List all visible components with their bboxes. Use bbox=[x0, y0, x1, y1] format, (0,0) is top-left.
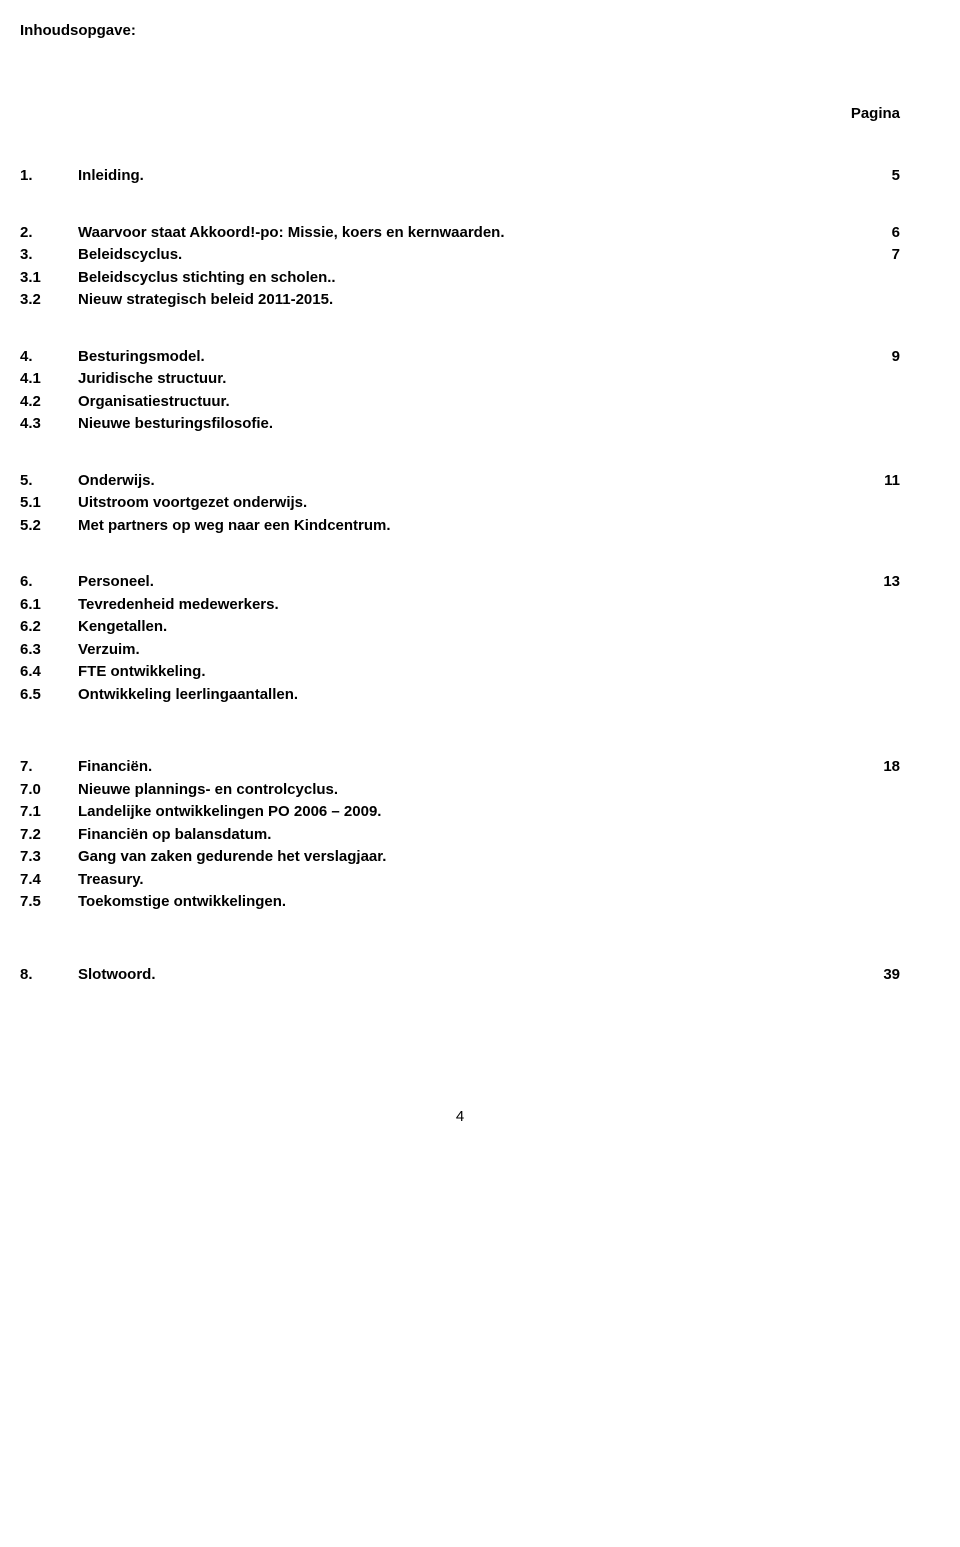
sub-number: 6.3 bbox=[20, 639, 78, 662]
sub-number: 3.1 bbox=[20, 267, 78, 290]
sub-number: 6.4 bbox=[20, 661, 78, 684]
toc-block: 2. Waarvoor staat Akkoord!-po: Missie, k… bbox=[20, 222, 900, 312]
section-number: 3. bbox=[20, 244, 78, 267]
sub-title: Financiën op balansdatum. bbox=[78, 824, 271, 847]
section-title: Besturingsmodel. bbox=[78, 346, 205, 369]
section-number: 1. bbox=[20, 165, 78, 188]
toc-sub-row: 7.1 Landelijke ontwikkelingen PO 2006 – … bbox=[20, 801, 900, 824]
sub-number: 7.2 bbox=[20, 824, 78, 847]
toc-sub-row: 4.1 Juridische structuur. bbox=[20, 368, 900, 391]
sub-number: 7.4 bbox=[20, 869, 78, 892]
toc-section-row: 2. Waarvoor staat Akkoord!-po: Missie, k… bbox=[20, 222, 900, 245]
toc-sub-row: 7.4 Treasury. bbox=[20, 869, 900, 892]
sub-number: 7.1 bbox=[20, 801, 78, 824]
section-page: 7 bbox=[892, 244, 900, 267]
toc-sub-row: 6.3 Verzuim. bbox=[20, 639, 900, 662]
sub-title: Treasury. bbox=[78, 869, 144, 892]
section-number: 4. bbox=[20, 346, 78, 369]
toc-sub-row: 4.2 Organisatiestructuur. bbox=[20, 391, 900, 414]
section-page: 5 bbox=[892, 165, 900, 188]
sub-title: Uitstroom voortgezet onderwijs. bbox=[78, 492, 307, 515]
sub-number: 5.2 bbox=[20, 515, 78, 538]
toc-sub-row: 6.1 Tevredenheid medewerkers. bbox=[20, 594, 900, 617]
toc-block: 1. Inleiding. 5 bbox=[20, 165, 900, 188]
section-title: Inleiding. bbox=[78, 165, 144, 188]
toc-block: 7. Financiën. 18 7.0 Nieuwe plannings- e… bbox=[20, 756, 900, 914]
toc-section-row: 6. Personeel. 13 bbox=[20, 571, 900, 594]
sub-number: 4.3 bbox=[20, 413, 78, 436]
section-page: 18 bbox=[883, 756, 900, 779]
section-title: Slotwoord. bbox=[78, 964, 156, 987]
sub-title: Nieuw strategisch beleid 2011-2015. bbox=[78, 289, 333, 312]
toc-block: 6. Personeel. 13 6.1 Tevredenheid medewe… bbox=[20, 571, 900, 706]
toc-sub-row: 6.4 FTE ontwikkeling. bbox=[20, 661, 900, 684]
sub-number: 7.5 bbox=[20, 891, 78, 914]
sub-number: 6.5 bbox=[20, 684, 78, 707]
sub-title: Gang van zaken gedurende het verslagjaar… bbox=[78, 846, 386, 869]
sub-number: 3.2 bbox=[20, 289, 78, 312]
section-number: 2. bbox=[20, 222, 78, 245]
toc-sub-row: 3.1 Beleidscyclus stichting en scholen.. bbox=[20, 267, 900, 290]
toc-section-row: 4. Besturingsmodel. 9 bbox=[20, 346, 900, 369]
page-number-footer: 4 bbox=[20, 1106, 900, 1129]
sub-title: Beleidscyclus stichting en scholen.. bbox=[78, 267, 336, 290]
toc-block: 4. Besturingsmodel. 9 4.1 Juridische str… bbox=[20, 346, 900, 436]
toc-sub-row: 7.0 Nieuwe plannings- en controlcyclus. bbox=[20, 779, 900, 802]
sub-title: Ontwikkeling leerlingaantallen. bbox=[78, 684, 298, 707]
section-title: Financiën. bbox=[78, 756, 152, 779]
sub-title: FTE ontwikkeling. bbox=[78, 661, 206, 684]
toc-sub-row: 5.1 Uitstroom voortgezet onderwijs. bbox=[20, 492, 900, 515]
sub-number: 4.1 bbox=[20, 368, 78, 391]
sub-number: 4.2 bbox=[20, 391, 78, 414]
sub-number: 7.0 bbox=[20, 779, 78, 802]
sub-title: Toekomstige ontwikkelingen. bbox=[78, 891, 286, 914]
section-title: Personeel. bbox=[78, 571, 154, 594]
toc-sub-row: 7.3 Gang van zaken gedurende het verslag… bbox=[20, 846, 900, 869]
toc-sub-row: 6.5 Ontwikkeling leerlingaantallen. bbox=[20, 684, 900, 707]
toc-sub-row: 4.3 Nieuwe besturingsfilosofie. bbox=[20, 413, 900, 436]
toc-sub-row: 7.5 Toekomstige ontwikkelingen. bbox=[20, 891, 900, 914]
section-page: 9 bbox=[892, 346, 900, 369]
toc-sub-row: 7.2 Financiën op balansdatum. bbox=[20, 824, 900, 847]
sub-title: Juridische structuur. bbox=[78, 368, 226, 391]
toc-section-row: 8. Slotwoord. 39 bbox=[20, 964, 900, 987]
sub-title: Nieuwe plannings- en controlcyclus. bbox=[78, 779, 338, 802]
toc-section-row: 7. Financiën. 18 bbox=[20, 756, 900, 779]
sub-title: Organisatiestructuur. bbox=[78, 391, 230, 414]
toc-block: 5. Onderwijs. 11 5.1 Uitstroom voortgeze… bbox=[20, 470, 900, 538]
toc-section-row: 3. Beleidscyclus. 7 bbox=[20, 244, 900, 267]
sub-number: 7.3 bbox=[20, 846, 78, 869]
section-number: 8. bbox=[20, 964, 78, 987]
sub-number: 5.1 bbox=[20, 492, 78, 515]
toc-block: 8. Slotwoord. 39 bbox=[20, 964, 900, 987]
sub-title: Nieuwe besturingsfilosofie. bbox=[78, 413, 273, 436]
section-page: 13 bbox=[883, 571, 900, 594]
sub-title: Met partners op weg naar een Kindcentrum… bbox=[78, 515, 391, 538]
section-title: Beleidscyclus. bbox=[78, 244, 182, 267]
toc-header: Inhoudsopgave: bbox=[20, 20, 900, 43]
section-number: 6. bbox=[20, 571, 78, 594]
sub-title: Verzuim. bbox=[78, 639, 140, 662]
toc-sub-row: 6.2 Kengetallen. bbox=[20, 616, 900, 639]
toc-section-row: 1. Inleiding. 5 bbox=[20, 165, 900, 188]
sub-title: Landelijke ontwikkelingen PO 2006 – 2009… bbox=[78, 801, 381, 824]
toc-section-row: 5. Onderwijs. 11 bbox=[20, 470, 900, 493]
sub-number: 6.1 bbox=[20, 594, 78, 617]
toc-sub-row: 5.2 Met partners op weg naar een Kindcen… bbox=[20, 515, 900, 538]
section-number: 5. bbox=[20, 470, 78, 493]
section-number: 7. bbox=[20, 756, 78, 779]
section-page: 39 bbox=[883, 964, 900, 987]
sub-number: 6.2 bbox=[20, 616, 78, 639]
sub-title: Kengetallen. bbox=[78, 616, 167, 639]
section-title: Waarvoor staat Akkoord!-po: Missie, koer… bbox=[78, 222, 505, 245]
section-page: 6 bbox=[892, 222, 900, 245]
toc-sub-row: 3.2 Nieuw strategisch beleid 2011-2015. bbox=[20, 289, 900, 312]
page-column-label: Pagina bbox=[20, 103, 900, 126]
sub-title: Tevredenheid medewerkers. bbox=[78, 594, 279, 617]
section-title: Onderwijs. bbox=[78, 470, 155, 493]
section-page: 11 bbox=[884, 470, 900, 493]
